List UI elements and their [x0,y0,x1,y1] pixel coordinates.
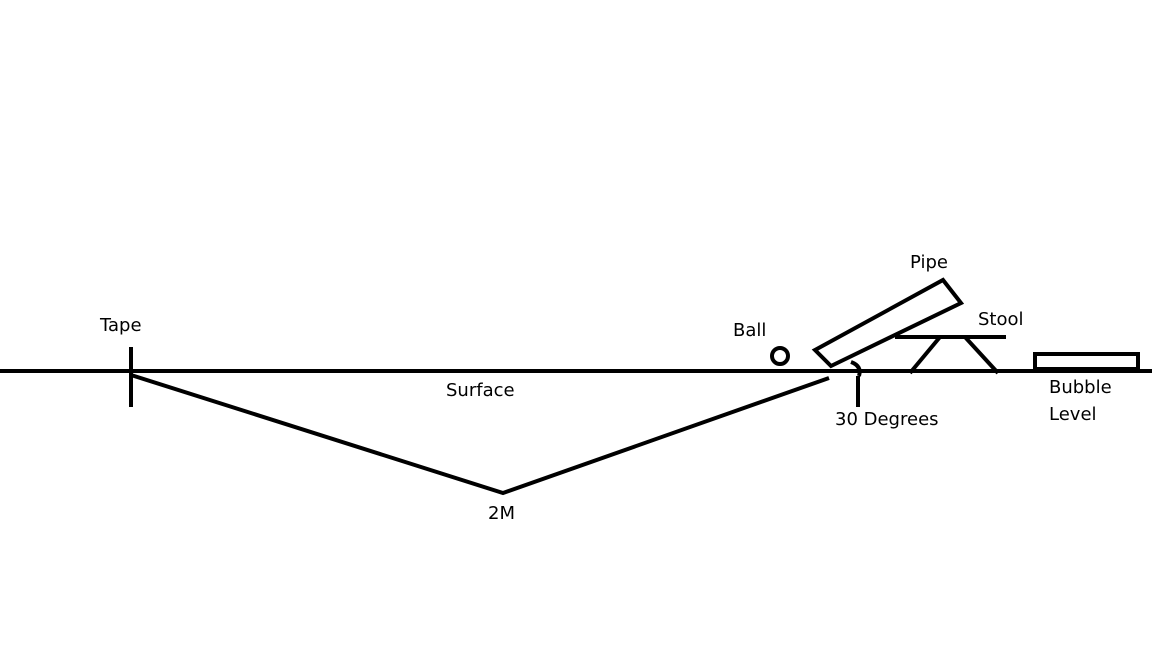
bubble-level-label-line1: Bubble [1049,377,1112,398]
pipe [811,277,965,369]
pipe-label: Pipe [910,252,948,273]
bubble-level [1033,352,1140,371]
stool-leg-right [963,335,1000,375]
distance-label: 2M [488,503,515,524]
angle-label: 30 Degrees [835,409,939,430]
ball-label: Ball [733,320,766,341]
ball [770,346,790,366]
stool-label: Stool [978,309,1024,330]
bubble-level-label-line2: Level [1049,404,1097,425]
tape-label: Tape [99,315,142,336]
surface-label: Surface [446,380,515,401]
distance-bracket [130,373,830,496]
angle-arc [850,360,862,377]
stool-leg-left [908,335,942,375]
